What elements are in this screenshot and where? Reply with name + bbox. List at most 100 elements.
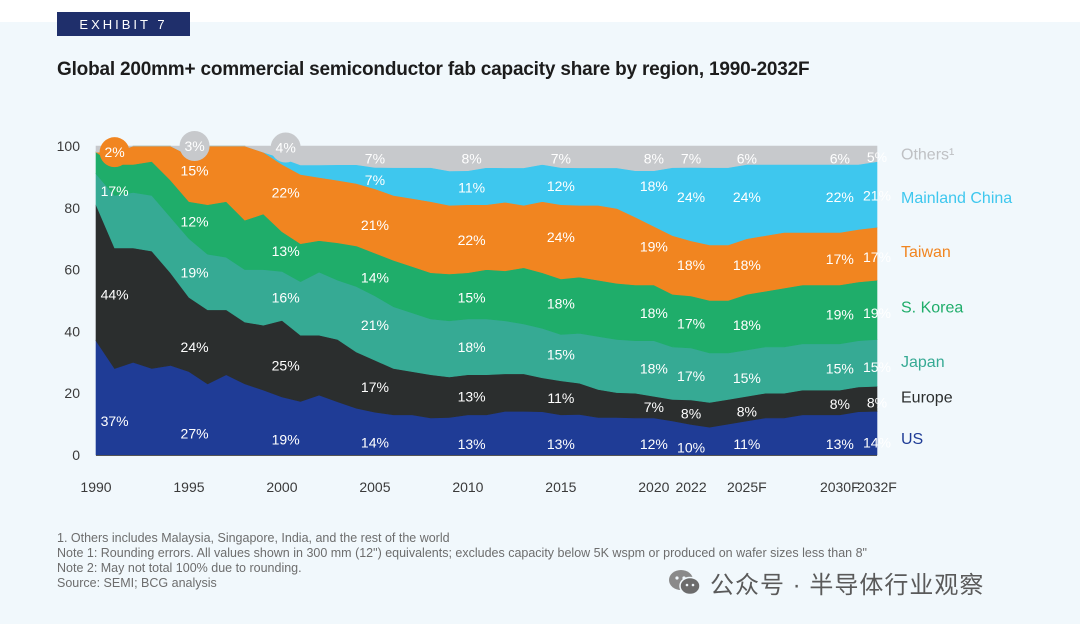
- x-tick-label: 2015: [545, 479, 576, 495]
- data-label-us: 14%: [361, 435, 389, 451]
- y-tick-label: 40: [64, 323, 80, 339]
- y-tick-label: 100: [57, 138, 81, 154]
- data-label-s-korea: 17%: [101, 183, 129, 199]
- x-tick-label: 2032F: [857, 479, 897, 495]
- data-label-taiwan: 22%: [272, 184, 300, 200]
- label-backdrop: [99, 137, 130, 168]
- x-tick-label: 2000: [266, 479, 297, 495]
- legend-europe: Europe: [901, 389, 953, 406]
- data-label-japan: 17%: [677, 368, 705, 384]
- legend-japan: Japan: [901, 354, 945, 371]
- data-label-us: 13%: [458, 436, 486, 452]
- data-label-s-korea: 12%: [181, 214, 209, 230]
- y-tick-label: 60: [64, 262, 80, 278]
- legend-s-korea: S. Korea: [901, 300, 963, 317]
- x-tick-label: 2030F: [820, 479, 860, 495]
- data-label-taiwan: 18%: [733, 257, 761, 273]
- footnotes: 1. Others includes Malaysia, Singapore, …: [57, 531, 867, 591]
- label-backdrop: [179, 131, 210, 161]
- data-label-us: 10%: [677, 439, 705, 455]
- x-tick-label: 1995: [173, 479, 204, 495]
- footnote-total: Note 2: May not total 100% due to roundi…: [57, 561, 302, 575]
- data-label-taiwan: 21%: [361, 217, 389, 233]
- data-label-others: 7%: [551, 150, 571, 166]
- legend-us: US: [901, 431, 923, 448]
- data-label-japan: 15%: [863, 359, 891, 375]
- data-label-japan: 18%: [458, 339, 486, 355]
- x-tick-label: 2005: [359, 479, 390, 495]
- data-label-europe: 8%: [830, 396, 850, 412]
- data-label-japan: 18%: [640, 360, 668, 376]
- data-label-europe: 8%: [737, 404, 757, 420]
- data-label-mainland-china: 24%: [733, 189, 761, 205]
- data-label-us: 14%: [863, 435, 891, 451]
- legend-mainland-china: Mainland China: [901, 190, 1012, 207]
- data-label-us: 12%: [640, 436, 668, 452]
- data-label-europe: 24%: [181, 339, 209, 355]
- footnote-rounding: Note 1: Rounding errors. All values show…: [57, 546, 867, 560]
- x-tick-label: 2020: [638, 479, 669, 495]
- data-label-japan: 15%: [733, 370, 761, 386]
- data-label-mainland-china: 12%: [547, 178, 575, 194]
- watermark: 公众号 · 半导体行业观察: [668, 565, 984, 600]
- data-label-taiwan: 17%: [826, 251, 854, 267]
- data-label-others: 4%: [276, 140, 296, 156]
- data-label-us: 19%: [272, 432, 300, 448]
- wechat-icon: [668, 569, 702, 597]
- data-label-taiwan: 2%: [104, 144, 124, 160]
- data-label-s-korea: 15%: [458, 289, 486, 305]
- data-label-s-korea: 14%: [361, 269, 389, 285]
- data-label-taiwan: 17%: [863, 249, 891, 265]
- data-label-mainland-china: 24%: [677, 189, 705, 205]
- data-label-europe: 13%: [458, 388, 486, 404]
- data-label-s-korea: 19%: [826, 306, 854, 322]
- data-label-others: 8%: [644, 150, 664, 166]
- data-label-japan: 19%: [181, 265, 209, 281]
- data-label-others: 8%: [462, 150, 482, 166]
- data-label-taiwan: 24%: [547, 229, 575, 245]
- data-label-s-korea: 18%: [733, 317, 761, 333]
- data-label-mainland-china: 11%: [458, 180, 485, 196]
- data-label-s-korea: 13%: [272, 243, 300, 259]
- data-label-japan: 15%: [547, 347, 575, 363]
- top-strip: [0, 0, 1080, 22]
- y-tick-label: 0: [72, 447, 80, 463]
- chart-title: Global 200mm+ commercial semiconductor f…: [57, 59, 810, 80]
- label-backdrop: [270, 132, 301, 163]
- legend-taiwan: Taiwan: [901, 244, 951, 261]
- data-label-others: 6%: [830, 150, 850, 166]
- data-label-s-korea: 18%: [547, 296, 575, 312]
- data-label-us: 13%: [826, 436, 854, 452]
- data-label-europe: 44%: [101, 286, 129, 302]
- x-tick-label: 1990: [80, 479, 111, 495]
- footnote-source: Source: SEMI; BCG analysis: [57, 576, 217, 590]
- data-label-mainland-china: 22%: [826, 189, 854, 205]
- data-label-s-korea: 19%: [863, 305, 891, 321]
- data-label-taiwan: 18%: [677, 257, 705, 273]
- y-tick-label: 20: [64, 385, 80, 401]
- data-label-japan: 15%: [826, 360, 854, 376]
- data-label-europe: 8%: [681, 405, 701, 421]
- data-label-others: 7%: [365, 150, 385, 166]
- footnote-others: 1. Others includes Malaysia, Singapore, …: [57, 531, 450, 545]
- data-label-us: 27%: [181, 425, 209, 441]
- data-label-others: 3%: [184, 138, 204, 154]
- data-label-us: 13%: [547, 436, 575, 452]
- data-label-s-korea: 17%: [677, 316, 705, 332]
- data-label-europe: 17%: [361, 379, 389, 395]
- data-label-mainland-china: 18%: [640, 178, 668, 194]
- data-label-japan: 21%: [361, 317, 389, 333]
- exhibit-label: EXHIBIT 7: [57, 12, 190, 36]
- x-tick-label: 2022: [675, 479, 706, 495]
- legend-others: Others¹: [901, 147, 954, 164]
- data-label-mainland-china: 21%: [863, 187, 891, 203]
- data-label-europe: 7%: [644, 399, 664, 415]
- data-label-europe: 25%: [272, 357, 300, 373]
- data-label-us: 11%: [733, 436, 760, 452]
- data-label-mainland-china: 7%: [365, 172, 385, 188]
- y-tick-label: 80: [64, 200, 80, 216]
- x-tick-label: 2025F: [727, 479, 767, 495]
- data-label-europe: 8%: [867, 394, 887, 410]
- data-label-s-korea: 18%: [640, 305, 668, 321]
